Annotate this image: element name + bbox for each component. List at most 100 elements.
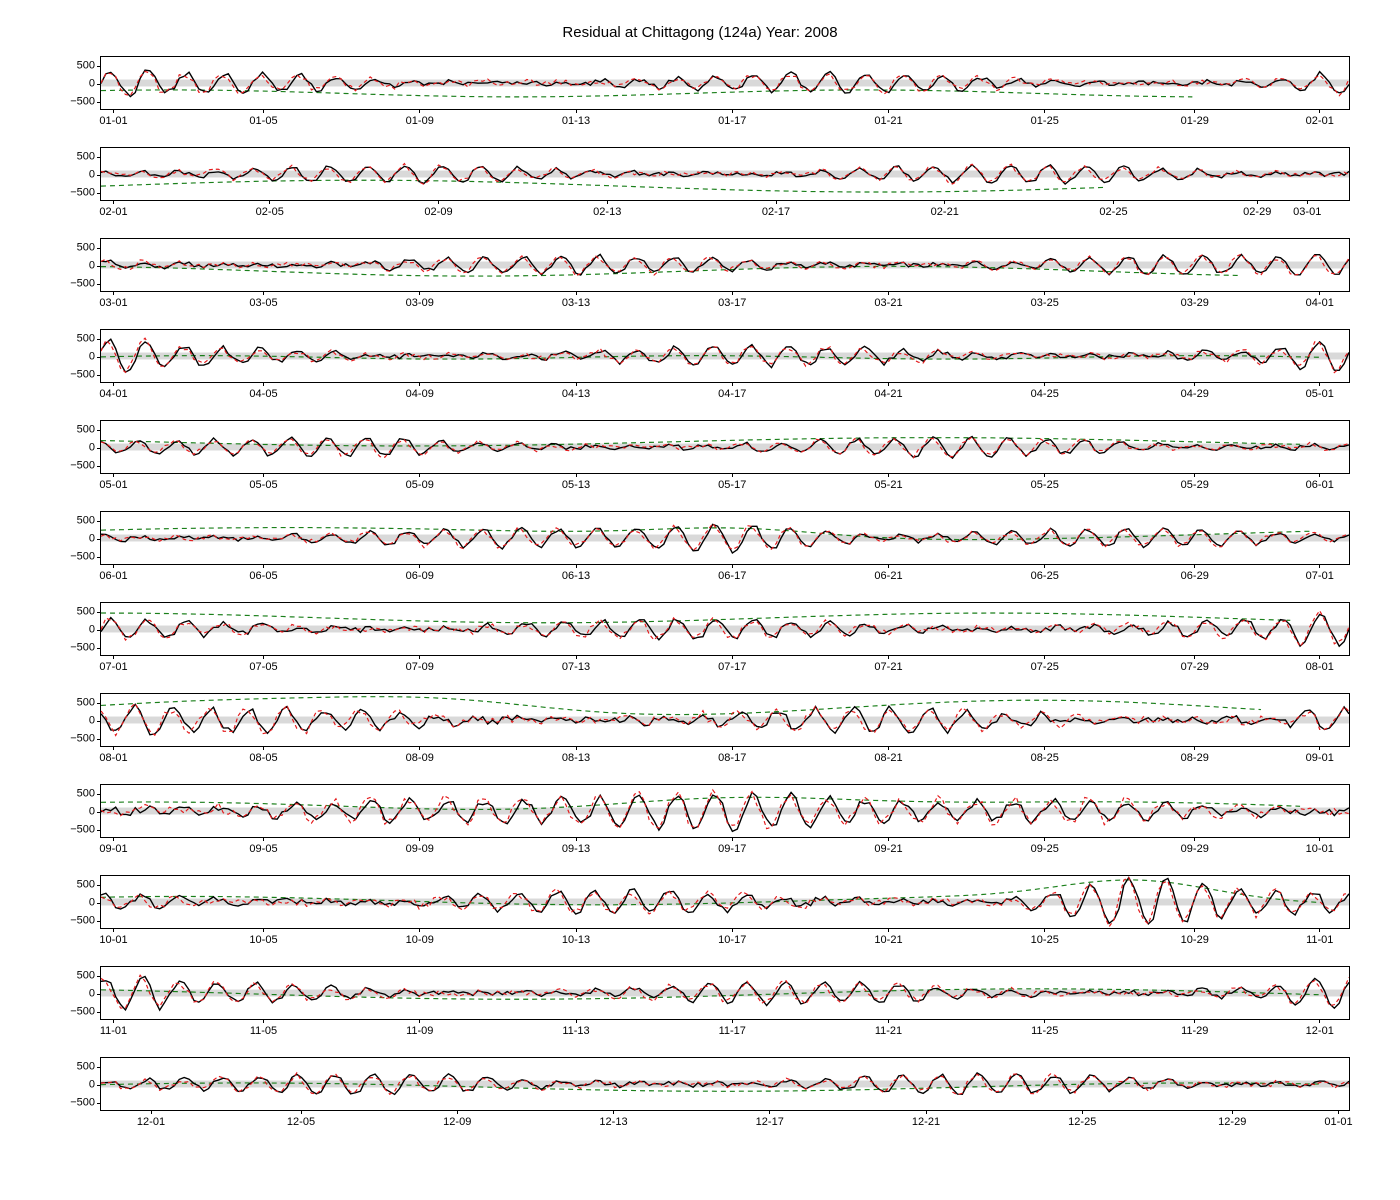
xtick-label: 03-17: [718, 297, 746, 309]
xtick-mark: [113, 564, 114, 568]
xtick-mark: [263, 473, 264, 477]
xtick-label: 11-25: [1031, 1025, 1058, 1037]
xtick-mark: [1307, 200, 1308, 204]
ytick-label: 0: [89, 1080, 95, 1091]
xtick-mark: [301, 1110, 302, 1114]
xtick-label: 01-13: [562, 115, 590, 127]
xtick-label: 03-01: [1293, 206, 1321, 218]
xtick-mark: [1044, 1019, 1045, 1023]
ytick-label: 0: [89, 170, 95, 181]
plot-svg: [101, 239, 1349, 291]
xtick-label: 02-01: [99, 206, 127, 218]
xtick-mark: [1319, 109, 1320, 113]
xtick-mark: [732, 837, 733, 841]
xtick-mark: [457, 1110, 458, 1114]
xtick-label: 05-17: [718, 479, 746, 491]
xtick-mark: [1082, 1110, 1083, 1114]
xtick-mark: [419, 746, 420, 750]
xtick-label: 07-21: [874, 661, 902, 673]
xtick-mark: [113, 291, 114, 295]
xtick-mark: [419, 291, 420, 295]
xtick-mark: [732, 291, 733, 295]
ytick-label: 500: [77, 61, 95, 72]
xtick-label: 10-09: [406, 934, 434, 946]
xtick-mark: [1319, 291, 1320, 295]
xtick-mark: [113, 1019, 114, 1023]
xtick-label: 12-21: [912, 1116, 940, 1128]
xtick-label: 10-21: [874, 934, 902, 946]
xtick-mark: [263, 746, 264, 750]
panel-4: −500050004-0104-0504-0904-1304-1704-2104…: [100, 329, 1350, 383]
xtick-mark: [419, 1019, 420, 1023]
xtick-mark: [1194, 928, 1195, 932]
xtick-mark: [1044, 564, 1045, 568]
xtick-mark: [1319, 564, 1320, 568]
xtick-label: 10-13: [562, 934, 590, 946]
xtick-mark: [576, 109, 577, 113]
xtick-mark: [1319, 382, 1320, 386]
xtick-mark: [1319, 655, 1320, 659]
xtick-label: 03-05: [249, 297, 277, 309]
xtick-mark: [1194, 655, 1195, 659]
xtick-label: 11-17: [719, 1025, 746, 1037]
ytick-label: 0: [89, 807, 95, 818]
xtick-mark: [1044, 655, 1045, 659]
xtick-label: 08-29: [1181, 752, 1209, 764]
panel-12: −500050012-0112-0512-0912-1312-1712-2112…: [100, 1057, 1350, 1111]
xtick-label: 04-01: [1306, 297, 1334, 309]
xtick-label: 05-01: [1306, 388, 1334, 400]
xtick-label: 07-29: [1181, 661, 1209, 673]
xtick-label: 05-21: [874, 479, 902, 491]
xtick-mark: [576, 1019, 577, 1023]
plot-svg: [101, 694, 1349, 746]
xtick-label: 03-21: [874, 297, 902, 309]
xtick-mark: [263, 291, 264, 295]
xtick-label: 08-01: [1306, 661, 1334, 673]
ytick-label: 0: [89, 443, 95, 454]
xtick-label: 01-05: [249, 115, 277, 127]
xtick-label: 05-13: [562, 479, 590, 491]
xtick-label: 07-09: [406, 661, 434, 673]
xtick-mark: [1319, 473, 1320, 477]
xtick-mark: [607, 200, 608, 204]
series-green: [101, 90, 1192, 97]
xtick-label: 11-09: [406, 1025, 433, 1037]
xtick-label: 12-01: [137, 1116, 165, 1128]
ytick-label: −500: [70, 97, 95, 108]
xtick-label: 05-05: [249, 479, 277, 491]
xtick-label: 10-05: [249, 934, 277, 946]
ytick-label: 500: [77, 516, 95, 527]
xtick-mark: [419, 928, 420, 932]
xtick-label: 12-13: [599, 1116, 627, 1128]
xtick-label: 07-17: [718, 661, 746, 673]
xtick-label: 04-05: [249, 388, 277, 400]
xtick-label: 12-17: [756, 1116, 784, 1128]
ytick-label: 500: [77, 1062, 95, 1073]
ytick-label: 500: [77, 152, 95, 163]
xtick-mark: [576, 473, 577, 477]
xtick-mark: [113, 837, 114, 841]
panel-10: −500050010-0110-0510-0910-1310-1710-2110…: [100, 875, 1350, 929]
xtick-mark: [732, 746, 733, 750]
panel-8: −500050008-0108-0508-0908-1308-1708-2108…: [100, 693, 1350, 747]
xtick-mark: [576, 291, 577, 295]
xtick-mark: [1194, 382, 1195, 386]
xtick-mark: [263, 109, 264, 113]
ytick-label: 500: [77, 880, 95, 891]
xtick-mark: [419, 109, 420, 113]
xtick-label: 10-01: [1306, 843, 1334, 855]
xtick-label: 06-05: [249, 570, 277, 582]
xtick-label: 03-09: [406, 297, 434, 309]
xtick-label: 12-09: [443, 1116, 471, 1128]
xtick-mark: [1044, 473, 1045, 477]
ytick-label: −500: [70, 734, 95, 745]
xtick-label: 05-29: [1181, 479, 1209, 491]
xtick-label: 05-01: [99, 479, 127, 491]
xtick-label: 02-21: [931, 206, 959, 218]
xtick-label: 07-01: [1306, 570, 1334, 582]
panel-7: −500050007-0107-0507-0907-1307-1707-2107…: [100, 602, 1350, 656]
xtick-mark: [769, 1110, 770, 1114]
xtick-label: 11-05: [250, 1025, 277, 1037]
xtick-mark: [1194, 746, 1195, 750]
xtick-mark: [1319, 746, 1320, 750]
